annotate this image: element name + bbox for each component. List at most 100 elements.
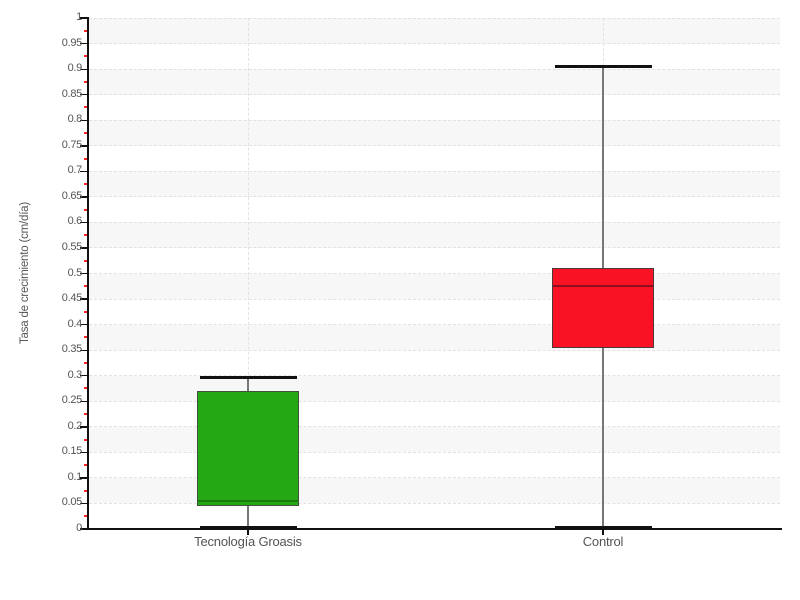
- y-major-tick: [80, 196, 89, 198]
- box-median-line: [198, 499, 298, 502]
- y-minor-tick: [84, 310, 89, 313]
- y-tick-label: 0.7: [67, 164, 83, 177]
- y-gridline: [89, 451, 780, 453]
- box-iqr: [197, 391, 299, 506]
- whisker-max-cap: [199, 375, 297, 379]
- y-major-tick: [80, 94, 89, 96]
- plot-band: [89, 222, 780, 248]
- y-gridline: [89, 324, 780, 326]
- y-gridline: [89, 298, 780, 300]
- y-tick-label: 0.55: [61, 240, 83, 253]
- y-minor-tick: [84, 464, 89, 467]
- y-minor-tick: [84, 489, 89, 492]
- y-minor-tick: [84, 80, 89, 83]
- y-major-tick: [80, 477, 89, 479]
- y-major-tick: [80, 375, 89, 377]
- y-major-tick: [80, 324, 89, 326]
- y-major-tick: [80, 17, 89, 19]
- y-major-tick: [80, 400, 89, 403]
- y-axis-title: Tasa de crecimiento (cm/día): [19, 201, 31, 345]
- whisker-min-cap: [554, 526, 652, 530]
- y-minor-tick: [84, 131, 89, 134]
- whisker-max-cap: [554, 65, 652, 69]
- y-tick-label: 0.25: [61, 394, 83, 407]
- y-gridline: [89, 273, 780, 274]
- y-tick-label: 0.05: [61, 496, 83, 509]
- plot-band: [89, 69, 780, 95]
- y-minor-tick: [84, 336, 89, 339]
- y-tick-label: 0.1: [67, 470, 83, 483]
- y-minor-tick: [84, 413, 89, 416]
- plot-band: [89, 171, 780, 197]
- y-major-tick: [80, 247, 89, 249]
- box-iqr: [552, 268, 654, 348]
- y-gridline: [89, 43, 780, 45]
- y-gridline: [89, 196, 780, 198]
- y-major-tick: [80, 451, 89, 454]
- y-major-tick: [80, 502, 89, 505]
- y-gridline: [89, 502, 780, 504]
- y-minor-tick: [84, 285, 89, 288]
- whisker-lower-line: [602, 347, 604, 528]
- y-gridline: [89, 94, 780, 96]
- whisker-lower-line: [247, 506, 249, 528]
- y-minor-tick: [84, 387, 89, 390]
- y-minor-tick: [84, 259, 89, 262]
- y-axis-line: [87, 18, 89, 530]
- whisker-upper-line: [602, 66, 604, 269]
- whisker-min-cap: [199, 526, 297, 530]
- y-gridline: [89, 119, 780, 121]
- y-major-tick: [80, 298, 89, 300]
- y-gridline: [89, 247, 780, 249]
- y-major-tick: [80, 426, 89, 428]
- y-major-tick: [80, 42, 89, 45]
- y-tick-label: 1: [76, 11, 82, 23]
- x-gridline: [247, 18, 249, 529]
- y-gridline: [89, 400, 780, 402]
- plot-band: [89, 477, 780, 504]
- x-axis-line: [87, 528, 782, 530]
- y-tick-label: 0.85: [61, 87, 83, 100]
- whisker-upper-line: [247, 377, 249, 392]
- y-minor-tick: [84, 55, 89, 58]
- y-minor-tick: [84, 361, 89, 364]
- plot-band: [89, 273, 780, 300]
- y-gridline: [89, 426, 780, 428]
- y-minor-tick: [84, 157, 89, 160]
- y-tick-label: 0.65: [61, 189, 83, 202]
- y-tick-label: 0.95: [61, 36, 83, 49]
- y-tick-label: 0.2: [67, 419, 83, 432]
- y-tick-label: 0: [76, 522, 82, 534]
- y-gridline: [89, 375, 780, 377]
- y-minor-tick: [84, 515, 89, 518]
- y-minor-tick: [84, 234, 89, 237]
- y-tick-label: 0.5: [67, 266, 83, 279]
- y-gridline: [89, 170, 780, 172]
- x-major-tick: [247, 529, 249, 535]
- y-tick-label: 0.8: [67, 113, 83, 126]
- y-tick-label: 0.75: [61, 138, 83, 151]
- y-tick-label: 0.3: [67, 368, 83, 381]
- y-minor-tick: [84, 208, 89, 211]
- y-gridline: [89, 349, 780, 351]
- y-major-tick: [80, 170, 89, 173]
- x-tick-label: Control: [582, 534, 624, 549]
- y-major-tick: [80, 272, 89, 275]
- box-median-line: [553, 285, 653, 288]
- y-gridline: [89, 145, 780, 147]
- x-major-tick: [602, 529, 604, 535]
- y-gridline: [89, 68, 780, 70]
- plot-band: [89, 375, 780, 402]
- y-major-tick: [80, 68, 89, 70]
- y-minor-tick: [84, 183, 89, 186]
- y-minor-tick: [84, 106, 89, 109]
- y-major-tick: [80, 528, 89, 530]
- plot-band: [89, 324, 780, 351]
- y-tick-label: 0.35: [61, 343, 83, 356]
- y-tick-label: 0.4: [67, 317, 83, 330]
- y-major-tick: [80, 221, 89, 224]
- plot-band: [89, 18, 780, 44]
- y-major-tick: [80, 349, 89, 351]
